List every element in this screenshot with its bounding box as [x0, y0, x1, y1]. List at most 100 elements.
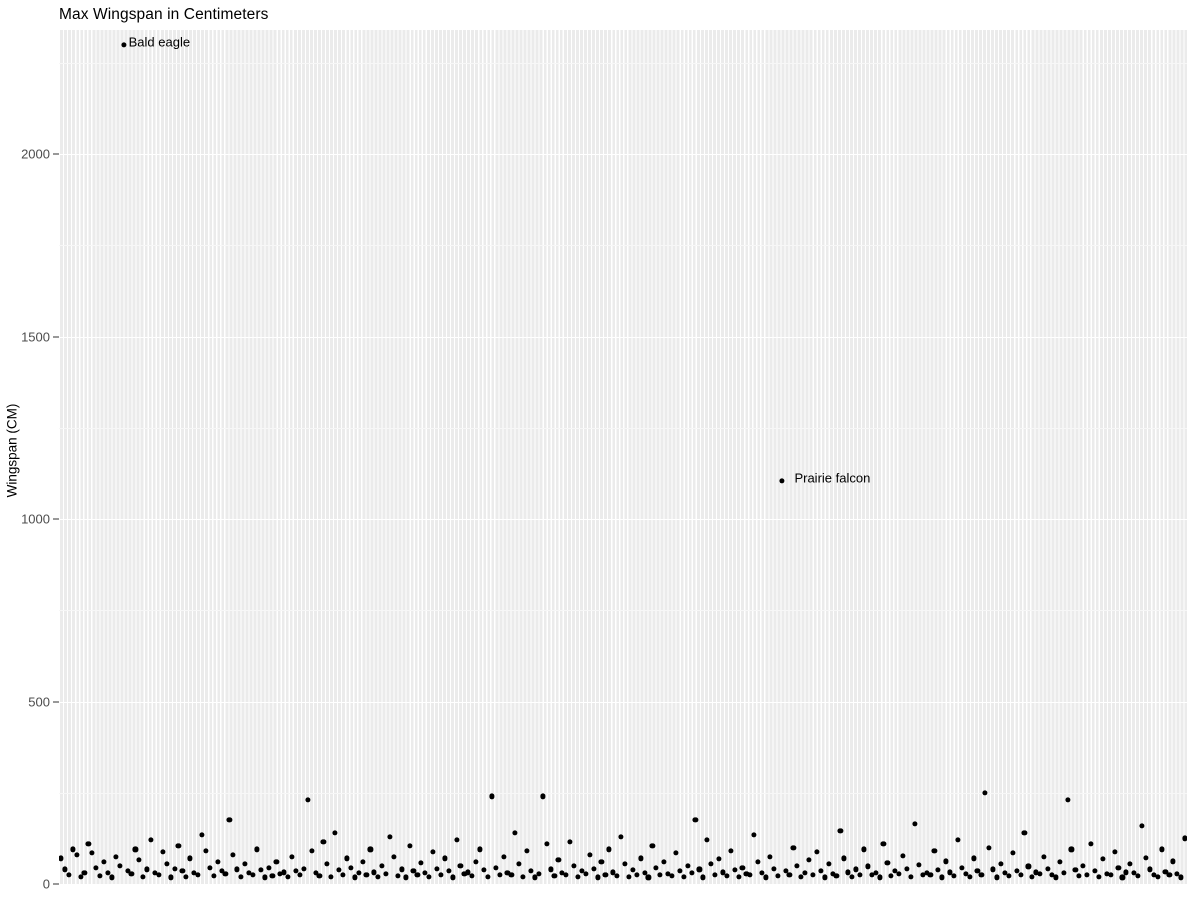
scatter-point — [301, 866, 307, 872]
scatter-point — [1014, 868, 1020, 874]
scatter-point — [696, 866, 702, 872]
scatter-point — [218, 868, 225, 874]
y-axis-tick-label: 0 — [42, 876, 50, 892]
scatter-point — [974, 868, 981, 874]
scatter-point — [880, 841, 887, 847]
scatter-point — [677, 868, 683, 874]
scatter-point — [1064, 797, 1071, 803]
scatter-point — [465, 869, 471, 875]
scatter-point — [438, 872, 444, 878]
scatter-point — [1049, 872, 1055, 878]
scatter-point — [1143, 855, 1149, 861]
y-axis-tick-label: 1000 — [21, 511, 50, 527]
scatter-point — [1104, 871, 1110, 877]
scatter-point — [626, 874, 632, 880]
scatter-point — [395, 873, 401, 879]
scatter-point — [1057, 859, 1063, 865]
scatter-point — [559, 870, 565, 876]
scatter-point — [430, 849, 436, 855]
scatter-point — [516, 861, 522, 867]
scatter-point — [1017, 871, 1024, 878]
scatter-point — [171, 866, 178, 872]
scatter-point — [211, 873, 217, 879]
scatter-point — [489, 793, 495, 799]
scatter-point — [735, 874, 742, 880]
scatter-point — [1053, 874, 1059, 881]
scatter-point — [959, 864, 965, 871]
scatter-point — [551, 873, 558, 879]
scatter-point — [700, 874, 706, 881]
scatter-point — [1006, 873, 1012, 879]
scatter-point — [281, 869, 287, 875]
scatter-point — [352, 874, 358, 881]
y-axis-tick-mark — [53, 336, 59, 338]
scatter-point — [508, 872, 514, 878]
scatter-point — [1080, 863, 1086, 869]
scatter-point — [500, 854, 507, 860]
scatter-point — [978, 872, 984, 878]
scatter-point — [101, 859, 107, 865]
scatter-point — [692, 817, 699, 823]
scatter-point — [598, 859, 605, 865]
scatter-point — [963, 871, 969, 877]
scatter-point — [970, 855, 977, 862]
scatter-point — [340, 871, 346, 878]
scatter-point — [771, 866, 777, 872]
scatter-point — [994, 874, 1000, 881]
scatter-point — [215, 859, 221, 865]
scatter-point — [743, 871, 749, 877]
scatter-point — [312, 870, 319, 876]
scatter-point — [434, 866, 440, 872]
scatter-point — [1158, 846, 1165, 852]
scatter-point — [246, 870, 252, 876]
scatter-point — [399, 866, 405, 872]
scatter-point — [555, 857, 561, 863]
scatter-point — [763, 874, 769, 881]
scatter-point — [497, 871, 503, 878]
scatter-point — [920, 871, 926, 878]
scatter-point — [540, 793, 546, 799]
scatter-point — [1068, 846, 1075, 852]
scatter-point — [336, 867, 342, 873]
scatter-point — [1088, 841, 1094, 847]
scatter-point — [982, 790, 988, 796]
scatter-point — [653, 864, 659, 871]
scatter-point — [837, 828, 843, 834]
scatter-point — [712, 871, 718, 878]
scatter-point — [594, 874, 601, 881]
scatter-point — [571, 863, 577, 869]
page-title: Max Wingspan in Centimeters — [59, 6, 269, 23]
scatter-point — [1092, 868, 1098, 874]
scatter-point — [70, 846, 76, 852]
scatter-point — [168, 874, 174, 881]
scatter-point — [876, 874, 883, 881]
scatter-point — [802, 870, 808, 876]
scatter-point — [1100, 856, 1106, 862]
scatter-point — [681, 874, 687, 880]
scatter-point — [1061, 870, 1067, 876]
scatter-point — [403, 874, 409, 881]
scatter-point — [829, 871, 836, 877]
scatter-point — [845, 869, 851, 875]
scatter-point — [230, 852, 236, 858]
scatter-point — [297, 872, 303, 878]
scatter-point — [1084, 871, 1090, 878]
scatter-point — [238, 874, 244, 880]
scatter-point — [128, 871, 135, 877]
scatter-point — [826, 861, 832, 867]
scatter-point — [422, 870, 428, 876]
scatter-point — [673, 850, 679, 856]
scatter-point — [289, 854, 295, 860]
gridline-minor — [59, 792, 1187, 794]
scatter-point — [567, 839, 573, 845]
plot-panel: Bald eagle Prairie falcon — [59, 30, 1187, 884]
scatter-point — [222, 871, 229, 877]
scatter-point — [900, 852, 906, 859]
scatter-point — [1108, 872, 1114, 878]
scatter-point — [1127, 861, 1133, 867]
scatter-point — [332, 830, 338, 836]
scatter-point — [234, 866, 240, 872]
scatter-point — [160, 849, 166, 855]
scatter-point — [1166, 872, 1172, 878]
scatter-point — [657, 872, 663, 878]
